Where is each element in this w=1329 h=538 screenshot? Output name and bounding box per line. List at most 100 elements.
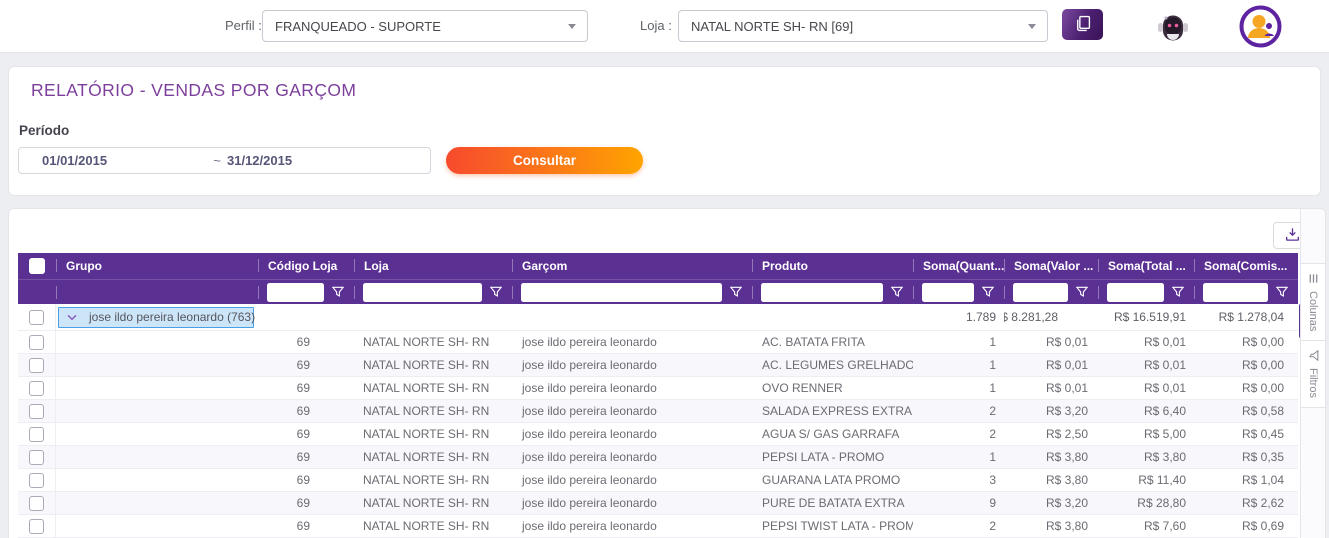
row-checkbox-cell <box>18 331 56 353</box>
date-from-field[interactable]: 01/01/2015 <box>42 153 108 168</box>
funnel-icon[interactable] <box>1275 285 1289 299</box>
filter-input-produto[interactable] <box>761 282 883 302</box>
row-checkbox-cell <box>18 446 56 468</box>
user-avatar[interactable] <box>1239 5 1282 48</box>
cell-soma-valor: R$ 0,01 <box>1045 381 1088 395</box>
filter-cell-soma-comissao <box>1194 280 1298 304</box>
cell-loja: NATAL NORTE SH- RN <box>363 496 490 510</box>
filter-input-soma-valor[interactable] <box>1013 282 1068 302</box>
column-header-soma-total[interactable]: Soma(Total ... <box>1098 253 1194 279</box>
column-header-loja[interactable]: Loja <box>354 253 512 279</box>
row-checkbox[interactable] <box>29 449 44 465</box>
cell-soma-valor: R$ 3,20 <box>1045 404 1088 418</box>
table-row: 69 NATAL NORTE SH- RN jose ildo pereira … <box>18 354 1298 377</box>
cell-soma-quant: 2 <box>989 427 996 441</box>
funnel-icon[interactable] <box>890 285 904 299</box>
cell-produto: PEPSI LATA - PROMO <box>762 450 885 464</box>
table-row: 69 NATAL NORTE SH- RN jose ildo pereira … <box>18 492 1298 515</box>
cell-soma-quant: 3 <box>989 473 996 487</box>
column-header-soma-comissao[interactable]: Soma(Comis... <box>1194 253 1298 279</box>
cell-soma-quant: 1 <box>989 358 996 372</box>
date-to-field[interactable]: 31/12/2015 <box>227 153 293 168</box>
filter-cell-soma-total <box>1098 280 1194 304</box>
cell-loja: NATAL NORTE SH- RN <box>363 404 490 418</box>
tab-filtros[interactable]: Filtros <box>1301 341 1325 409</box>
loja-select[interactable]: NATAL NORTE SH- RN [69] <box>678 10 1048 42</box>
table-row: 69 NATAL NORTE SH- RN jose ildo pereira … <box>18 469 1298 492</box>
row-checkbox[interactable] <box>29 495 44 511</box>
cell-soma-comissao: R$ 0,00 <box>1241 358 1284 372</box>
group-checkbox[interactable] <box>29 309 44 325</box>
funnel-icon[interactable] <box>1171 285 1185 299</box>
filter-input-codigo-loja[interactable] <box>267 282 324 302</box>
funnel-icon[interactable] <box>729 285 743 299</box>
cell-grupo <box>56 469 258 491</box>
row-checkbox[interactable] <box>29 472 44 488</box>
report-filter-panel: RELATÓRIO - VENDAS POR GARÇOM Período 01… <box>8 66 1321 196</box>
select-all-checkbox[interactable] <box>29 258 45 274</box>
group-expander[interactable]: jose ildo pereira leonardo (763) <box>58 306 256 328</box>
funnel-icon[interactable] <box>489 285 503 299</box>
group-sum-valor: R$ 8.281,28 <box>1004 310 1058 324</box>
switch-store-button[interactable] <box>1062 9 1103 40</box>
column-header-soma-valor[interactable]: Soma(Valor ... <box>1004 253 1098 279</box>
date-range-separator: ~ <box>213 153 221 168</box>
column-header-codigo-loja[interactable]: Código Loja <box>258 253 354 279</box>
filter-input-loja[interactable] <box>363 282 482 302</box>
column-header-garcom[interactable]: Garçom <box>512 253 752 279</box>
cell-garcom: jose ildo pereira leonardo <box>522 496 657 510</box>
grid-panel: Grupo Código Loja Loja Garçom Produto So… <box>8 208 1326 538</box>
column-header-grupo[interactable]: Grupo <box>56 253 258 279</box>
cell-codigo-loja: 69 <box>296 427 310 441</box>
cell-soma-quant: 2 <box>989 404 996 418</box>
filter-input-soma-comissao[interactable] <box>1203 282 1268 302</box>
filter-input-soma-total[interactable] <box>1107 282 1164 302</box>
tab-colunas[interactable]: Colunas <box>1301 263 1325 342</box>
column-header-produto[interactable]: Produto <box>752 253 913 279</box>
cell-soma-comissao: R$ 2,62 <box>1241 496 1284 510</box>
download-icon <box>1285 227 1300 245</box>
funnel-icon[interactable] <box>981 285 995 299</box>
cell-soma-valor: R$ 0,01 <box>1045 358 1088 372</box>
filter-input-soma-quant[interactable] <box>922 282 974 302</box>
cell-soma-total: R$ 5,00 <box>1143 427 1186 441</box>
cell-soma-total: R$ 6,40 <box>1143 404 1186 418</box>
cell-soma-total: R$ 0,01 <box>1143 358 1186 372</box>
funnel-icon[interactable] <box>1075 285 1089 299</box>
row-checkbox[interactable] <box>29 518 44 534</box>
chevron-down-icon <box>1028 24 1036 29</box>
table-row: 69 NATAL NORTE SH- RN jose ildo pereira … <box>18 423 1298 446</box>
row-checkbox-cell <box>18 377 56 399</box>
filter-input-garcom[interactable] <box>521 282 722 302</box>
cell-soma-quant: 1 <box>989 335 996 349</box>
group-checkbox-cell <box>18 304 56 330</box>
group-cell-wrap: jose ildo pereira leonardo (763) <box>56 304 258 330</box>
filter-cell-soma-quant <box>913 280 1004 304</box>
row-checkbox[interactable] <box>29 334 44 350</box>
chatbot-assistant-icon[interactable] <box>1155 9 1191 45</box>
consultar-button[interactable]: Consultar <box>446 147 643 174</box>
row-checkbox[interactable] <box>29 426 44 442</box>
cell-produto: PEPSI TWIST LATA - PROMO <box>762 519 913 533</box>
cell-codigo-loja: 69 <box>296 473 310 487</box>
funnel-icon <box>1308 350 1318 362</box>
perfil-select[interactable]: FRANQUEADO - SUPORTE <box>262 10 588 42</box>
cell-soma-valor: R$ 3,80 <box>1045 473 1088 487</box>
cell-soma-comissao: R$ 0,69 <box>1241 519 1284 533</box>
row-checkbox[interactable] <box>29 357 44 373</box>
cell-grupo <box>56 331 258 353</box>
row-checkbox[interactable] <box>29 380 44 396</box>
funnel-icon[interactable] <box>331 285 345 299</box>
perfil-label: Perfil : <box>225 18 262 33</box>
cell-garcom: jose ildo pereira leonardo <box>522 473 657 487</box>
date-range-input[interactable]: 01/01/2015 ~ 31/12/2015 <box>18 147 431 174</box>
cell-grupo <box>56 515 258 537</box>
cell-soma-quant: 1 <box>989 450 996 464</box>
table-row: 69 NATAL NORTE SH- RN jose ildo pereira … <box>18 331 1298 354</box>
cell-produto: SALADA EXPRESS EXTRA <box>762 404 913 418</box>
filter-cell-grupo <box>56 280 258 304</box>
row-checkbox[interactable] <box>29 403 44 419</box>
group-label: jose ildo pereira leonardo (763) <box>89 310 256 324</box>
column-header-soma-quant[interactable]: Soma(Quant... <box>913 253 1004 279</box>
cell-grupo <box>56 354 258 376</box>
